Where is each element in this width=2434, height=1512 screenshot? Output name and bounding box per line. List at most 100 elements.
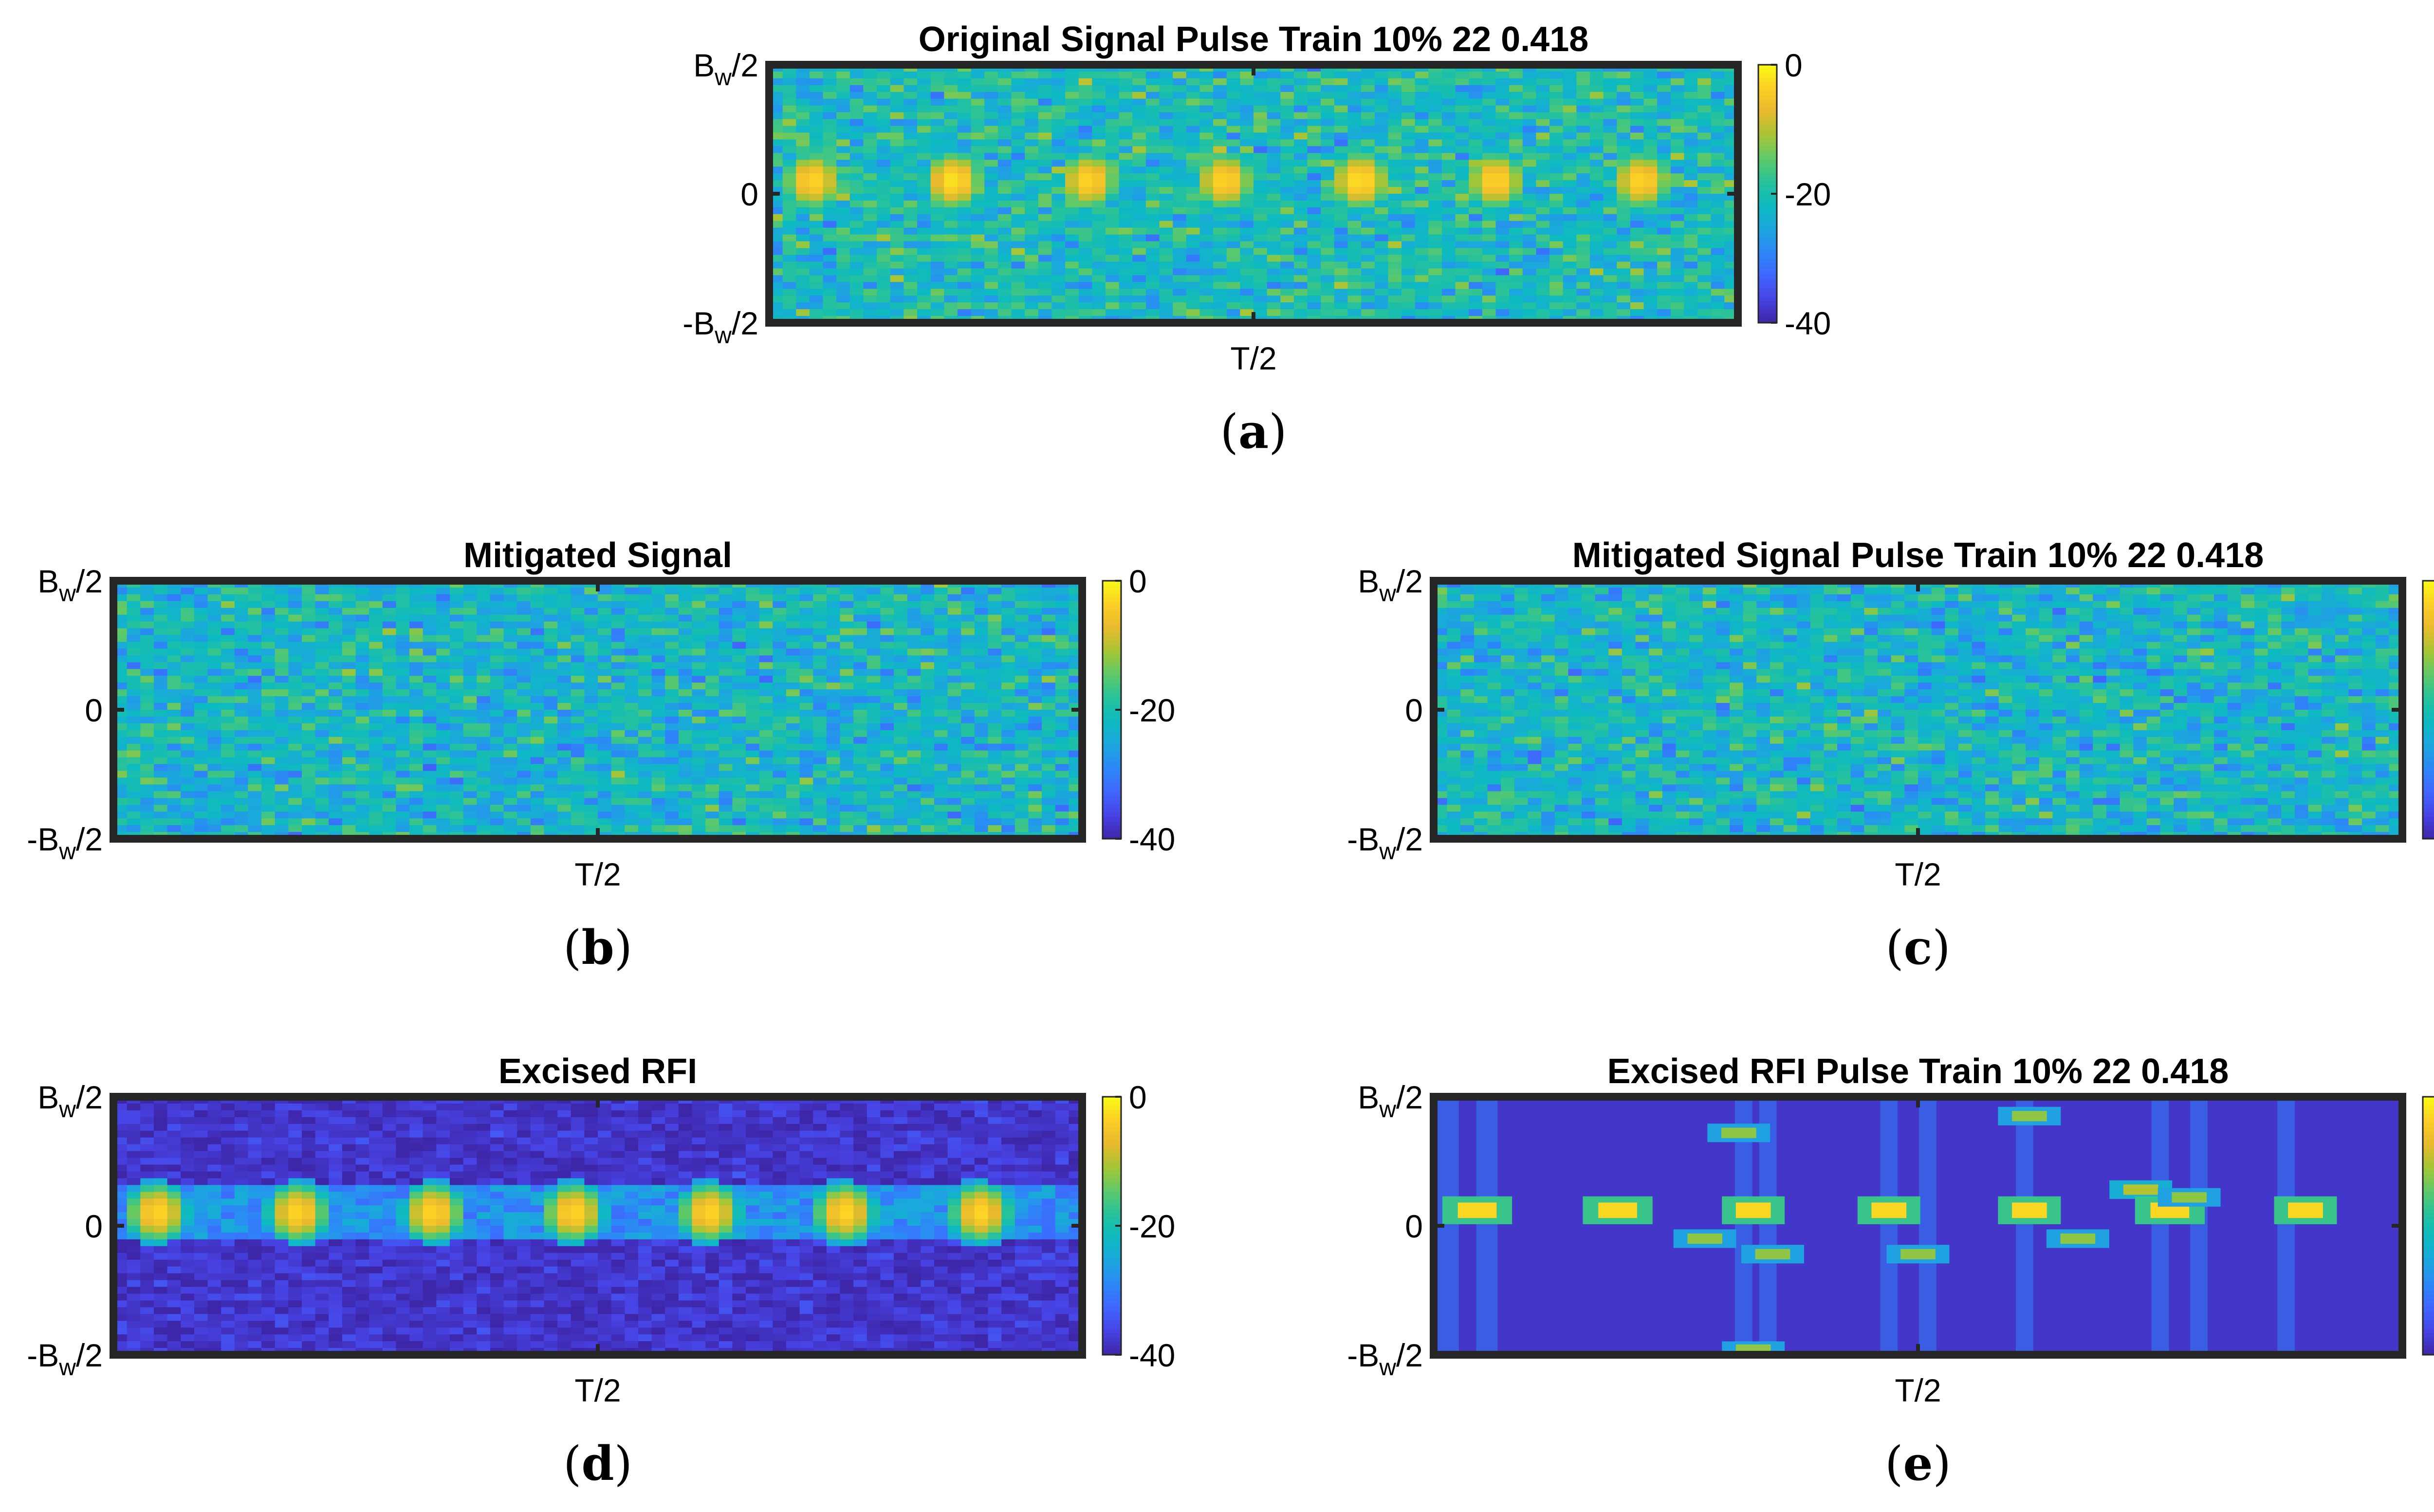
heatmap-cell (140, 757, 154, 765)
heatmap-cell (867, 662, 881, 669)
heatmap-cell (436, 614, 450, 622)
heatmap-cell (409, 628, 424, 636)
heatmap-cell (746, 621, 760, 629)
heatmap-cell (1001, 771, 1015, 778)
heatmap-cell (329, 689, 343, 697)
heatmap-cell (463, 628, 477, 636)
heatmap-cell (342, 594, 356, 602)
heatmap-cell (503, 682, 517, 690)
heatmap-cell (997, 268, 1012, 276)
heatmap-cell (1482, 78, 1496, 86)
heatmap-cell (997, 173, 1012, 181)
heatmap-cell (1240, 180, 1254, 187)
heatmap-cell (1401, 309, 1416, 316)
heatmap-cell (301, 642, 316, 649)
heatmap-cell (1657, 146, 1671, 153)
heatmap-cell (638, 648, 652, 656)
heatmap-cell (275, 682, 289, 690)
heatmap-cell (1401, 105, 1416, 113)
heatmap-cell (1495, 200, 1510, 208)
heatmap-cell (692, 594, 706, 602)
heatmap-cell (1226, 221, 1240, 228)
heatmap-cell (665, 689, 679, 697)
heatmap-cell (207, 608, 221, 615)
heatmap-cell (1482, 160, 1496, 167)
heatmap-cell (517, 655, 531, 663)
heatmap-cell (1576, 241, 1590, 249)
heatmap-cell (1522, 200, 1537, 208)
heatmap-cell (1254, 227, 1268, 235)
heatmap-cell (1321, 261, 1335, 269)
heatmap-cell (957, 275, 972, 282)
heatmap-cell (1549, 78, 1564, 86)
heatmap-cell (503, 608, 517, 615)
heatmap-cell (786, 703, 800, 710)
heatmap-cell (1186, 302, 1200, 310)
heatmap-cell (571, 676, 585, 683)
heatmap-cell (840, 676, 854, 683)
heatmap-cell (1388, 98, 1402, 106)
heatmap-cell (974, 628, 989, 636)
heatmap-cell (759, 737, 773, 744)
colorbar-segment (1758, 82, 1777, 87)
heatmap-cell (557, 703, 572, 710)
heatmap-cell (904, 282, 918, 289)
heatmap-cell (611, 689, 625, 697)
heatmap-cell (1563, 139, 1577, 147)
heatmap-cell (544, 710, 558, 717)
heatmap-cell (207, 587, 221, 595)
heatmap-cell (796, 139, 810, 147)
heatmap-cell (813, 608, 827, 615)
heatmap-cell (153, 594, 168, 602)
heatmap-cell (1119, 248, 1133, 256)
heatmap-cell (544, 730, 558, 738)
heatmap-cell (1657, 289, 1671, 296)
heatmap-cell (880, 703, 894, 710)
heatmap-cell (517, 642, 531, 649)
heatmap-cell (1051, 234, 1066, 242)
heatmap-cell (849, 112, 864, 120)
heatmap-cell (1415, 71, 1429, 79)
heatmap-cell (221, 682, 235, 690)
heatmap-cell (436, 730, 450, 738)
heatmap-cell (894, 764, 908, 772)
heatmap-cell (934, 614, 948, 622)
heatmap-cell (611, 628, 625, 636)
heatmap-cell (1254, 302, 1268, 310)
heatmap-cell (1589, 275, 1604, 282)
heatmap-cell (1254, 173, 1268, 181)
heatmap-cell (1321, 119, 1335, 127)
heatmap-cell (301, 621, 316, 629)
heatmap-cell (1657, 132, 1671, 140)
heatmap-cell (1374, 139, 1388, 147)
heatmap-cell (957, 92, 972, 99)
heatmap-cell (194, 621, 208, 629)
heatmap-cell (665, 737, 679, 744)
heatmap-cell (678, 777, 693, 785)
heatmap-cell (1055, 750, 1069, 758)
heatmap-cell (651, 757, 665, 765)
heatmap-cell (1549, 112, 1564, 120)
heatmap-cell (1042, 621, 1056, 629)
heatmap-cell (1186, 126, 1200, 133)
heatmap-cell (544, 682, 558, 690)
heatmap-cell (477, 771, 491, 778)
heatmap-cell (823, 180, 837, 187)
heatmap-cell (1078, 126, 1092, 133)
heatmap-cell (974, 764, 989, 772)
heatmap-cell (809, 261, 824, 269)
heatmap-cell (1428, 221, 1442, 228)
heatmap-cell (1186, 160, 1200, 167)
heatmap-cell (1374, 261, 1388, 269)
heatmap-cell (984, 241, 998, 249)
heatmap-cell (194, 682, 208, 690)
heatmap-cell (917, 255, 931, 262)
heatmap-cell (463, 730, 477, 738)
heatmap-cell (863, 98, 877, 106)
heatmap-cell (732, 648, 746, 656)
heatmap-cell (1482, 105, 1496, 113)
panels-layer: Original Signal Pulse Train 10% 22 0.418… (27, 20, 2434, 1491)
heatmap-cell (974, 608, 989, 615)
heatmap-cell (1347, 71, 1362, 79)
heatmap-cell (799, 743, 813, 751)
